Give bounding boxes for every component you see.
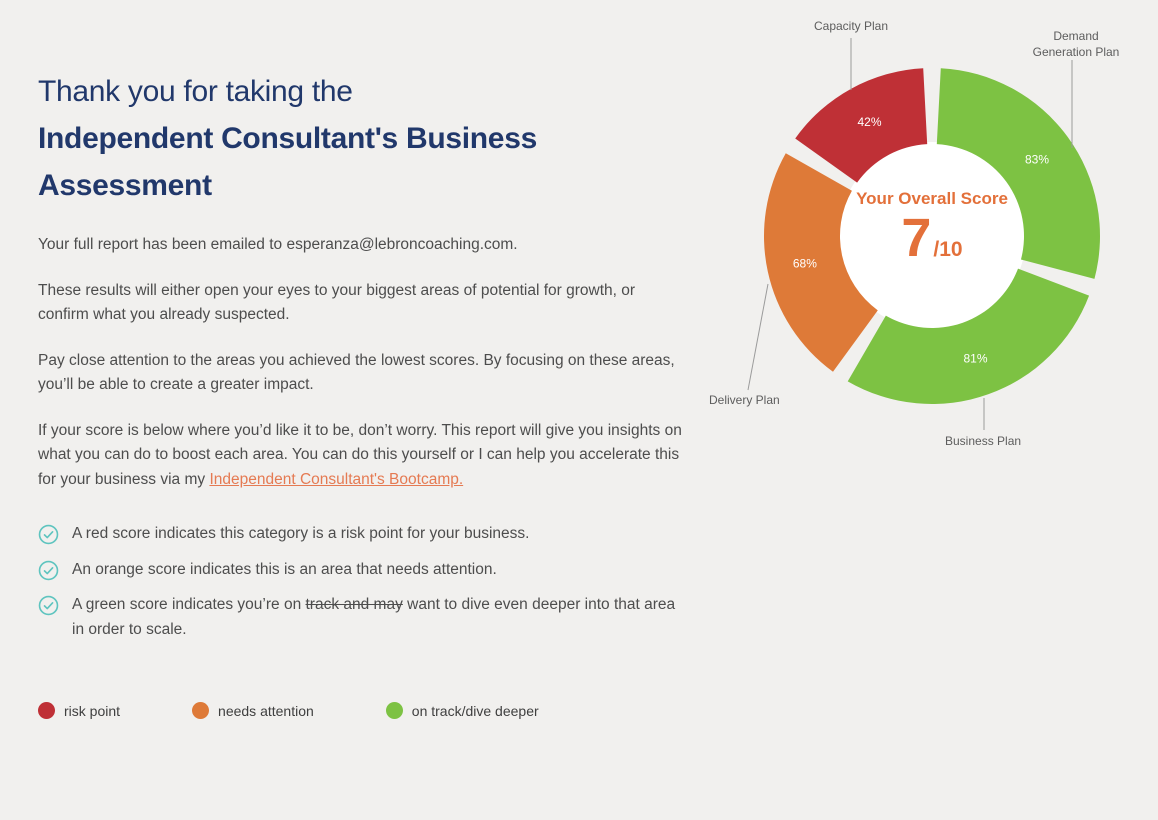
segment-percent-label: 83% (1025, 152, 1049, 166)
legend-label: needs attention (218, 702, 314, 719)
page-title-line1: Thank you for taking the (38, 75, 353, 108)
bullet-text-post: want to dive even deeper into that area … (72, 596, 676, 638)
donut-segment-demand-generation-plan[interactable] (936, 68, 1100, 279)
check-circle-icon (38, 595, 59, 616)
legend-label: on track/dive deeper (411, 702, 539, 719)
email-paragraph-text: Your full report has been emailed to (38, 236, 287, 253)
leader-line-delivery (747, 283, 769, 391)
bullet-green-score: A green score indicates you’re on track … (38, 593, 686, 642)
legend-dot-on-track (385, 702, 403, 719)
donut-segment-capacity-plan[interactable] (795, 68, 928, 183)
page-title-line3: Assessment (38, 169, 212, 202)
report-email: esperanza@lebroncoaching.com (286, 236, 514, 253)
score-chart-section: 83% 81% 68% 42% Capacity Plan Demand Genera… (700, 0, 1158, 470)
donut-segment-delivery-plan[interactable] (763, 153, 878, 372)
bullet-orange-score: An orange score indicates this is an are… (38, 558, 686, 583)
segment-percent-label: 81% (963, 352, 987, 366)
bullet-text-struck: track and may (305, 596, 403, 613)
bullet-text-pre: An orange score indicates this is an are… (72, 560, 497, 578)
segment-percent-label: 42% (857, 115, 881, 129)
segment-label-business-plan: Business Plan (945, 434, 1022, 448)
legend-dot-needs-attention (192, 702, 210, 719)
page-title: Thank you for taking the Independent Con… (38, 68, 686, 209)
segment-label-delivery-plan: Delivery Plan (709, 393, 780, 407)
bootcamp-link[interactable]: Independent Consultant's Bootcamp. (209, 470, 464, 488)
intro-paragraph-results: These results will either open your eyes… (38, 281, 636, 324)
bullet-text: An orange score indicates this is an are… (72, 558, 497, 583)
score-color-explanations: A red score indicates this category is a… (38, 522, 686, 642)
donut-chart: 83% 81% 68% 42% (747, 38, 1100, 430)
donut-segment-business-plan[interactable] (847, 268, 1090, 405)
legend-dot-risk-point (38, 702, 55, 719)
intro-paragraph-boost: If your score is below where you’d like … (38, 419, 686, 493)
intro-paragraph-attention: Pay close attention to the areas you ach… (38, 351, 675, 394)
bullet-text-pre: A green score indicates you’re on (72, 596, 306, 613)
legend-item-needs-attention: needs attention (192, 702, 314, 719)
segment-percent-label: 68% (793, 257, 817, 271)
legend-label: risk point (64, 702, 121, 719)
bullet-text: A green score indicates you’re on track … (72, 593, 686, 642)
legend-item-on-track: on track/dive deeper (385, 702, 539, 719)
legend-item-risk-point: risk point (38, 702, 120, 719)
intro-paragraph-email: Your full report has been emailed to esp… (38, 233, 686, 258)
bullet-text-pre: A red score indicates this category is a… (72, 525, 530, 542)
leader-lines (747, 38, 1073, 430)
segment-label-demand-generation-plan: Demand Generation Plan (1032, 29, 1120, 59)
intro-section: Thank you for taking the Independent Con… (38, 68, 686, 653)
chart-legend: risk point needs attention on track/dive… (38, 702, 539, 719)
donut-hole (838, 142, 1026, 330)
boost-paragraph-text: If your score is below where you’d like … (38, 421, 682, 488)
email-paragraph-period: . (513, 236, 518, 253)
page-title-line2: Independent Consultant's Business (38, 122, 537, 155)
check-circle-icon (38, 524, 59, 545)
segment-label-capacity-plan: Capacity Plan (813, 19, 889, 33)
check-circle-icon (38, 560, 59, 580)
bullet-red-score: A red score indicates this category is a… (38, 522, 686, 547)
bullet-text: A red score indicates this category is a… (72, 522, 529, 547)
